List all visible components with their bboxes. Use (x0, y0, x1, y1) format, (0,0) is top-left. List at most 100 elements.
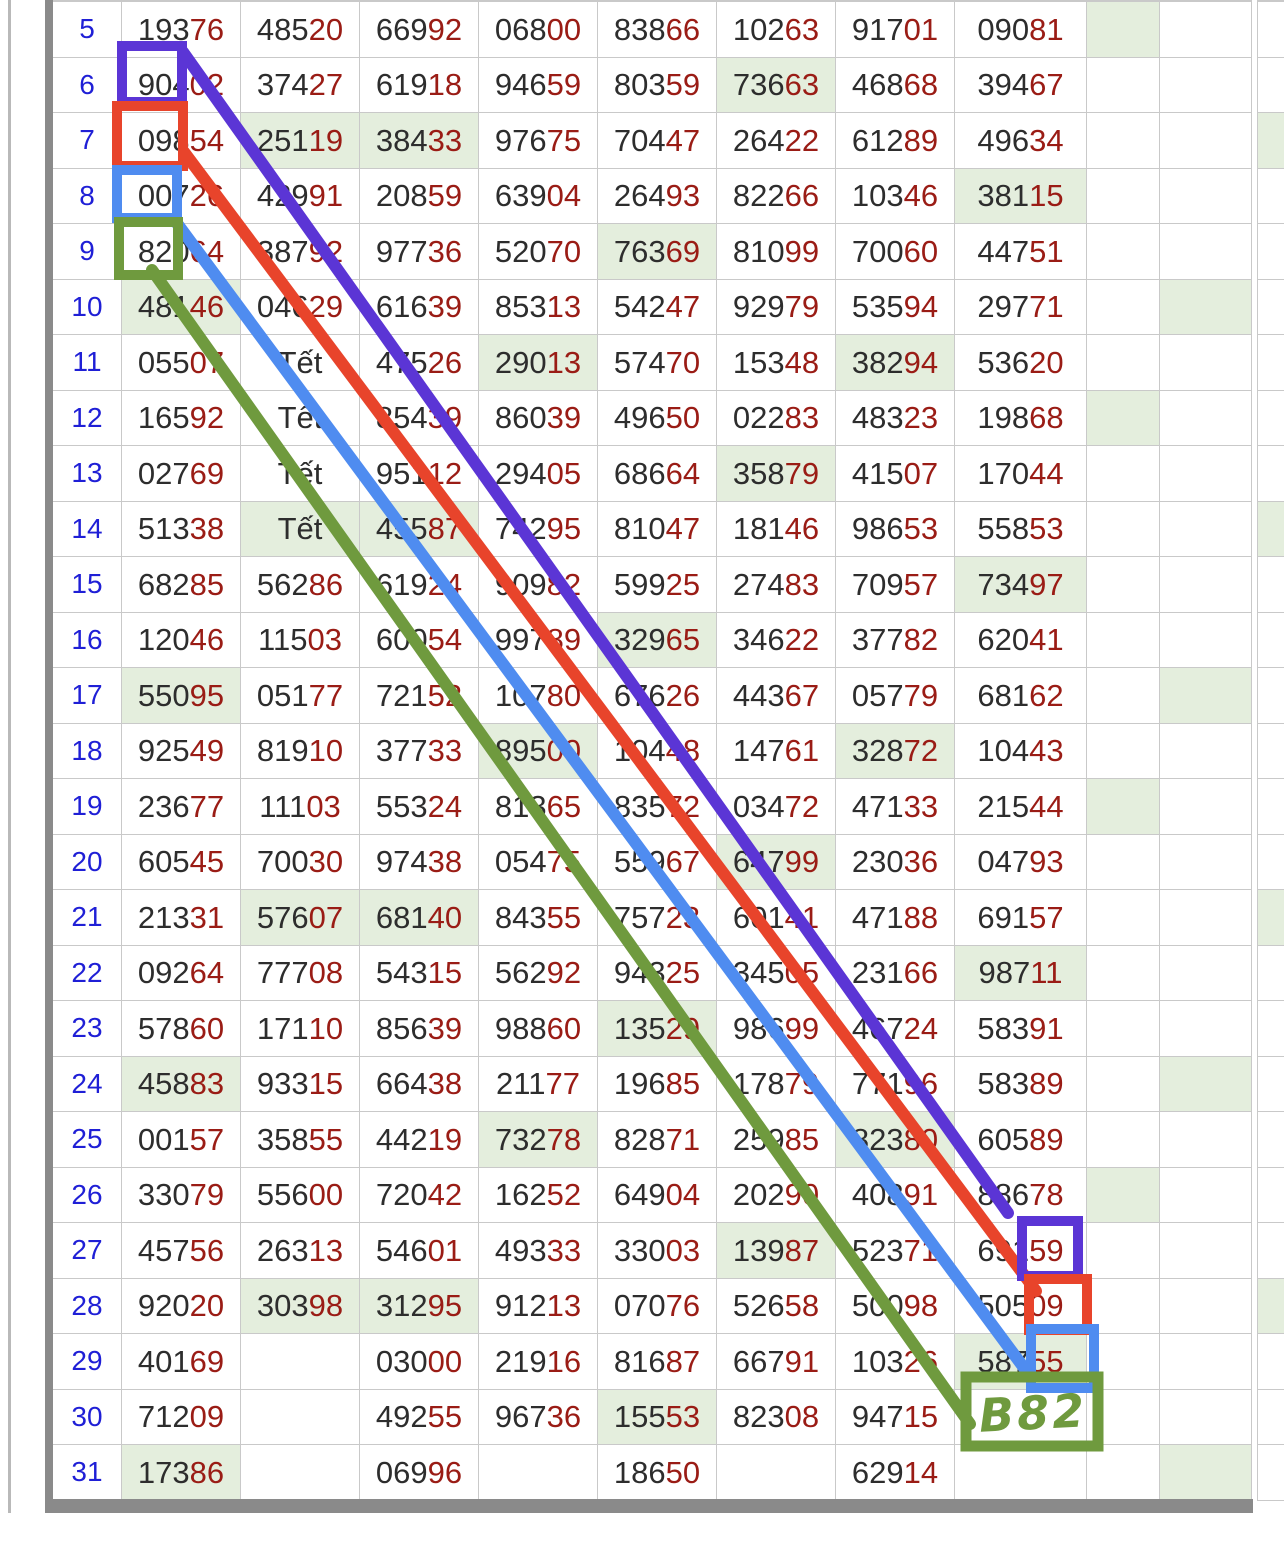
row-label-8: 8 (53, 168, 122, 224)
cell-r14-c6: 181 46 (717, 501, 836, 557)
tet-holiday-label: Tết (277, 344, 323, 380)
number-head: 912 (494, 1288, 547, 1324)
number-tail: 70 (546, 233, 582, 269)
number-tail: 03 (306, 788, 341, 824)
number-head: 816 (613, 1343, 666, 1379)
number-tail: 82 (903, 622, 939, 658)
cell-r21-c11 (1257, 890, 1284, 946)
cell-r22-c3: 543 15 (360, 945, 479, 1001)
number-tail: 08 (784, 1399, 820, 1435)
number-head: 297 (977, 289, 1030, 325)
cell-r20-c3: 974 38 (360, 834, 479, 890)
cell-r10-c7: 535 94 (836, 279, 955, 335)
number-head: 377 (851, 622, 904, 658)
number-tail: 66 (665, 11, 701, 47)
number-head: 526 (732, 1288, 785, 1324)
number-tail: 15 (903, 1399, 939, 1435)
number-tail: 24 (427, 566, 463, 602)
cell-r9-c11 (1257, 224, 1284, 280)
number-tail: 46 (189, 289, 225, 325)
cell-r19-c2: 111 03 (241, 779, 360, 835)
cell-r12-c9 (1087, 390, 1160, 446)
cell-r26-c5: 649 04 (598, 1167, 717, 1223)
number-head: 153 (732, 344, 785, 380)
number-head: 264 (613, 178, 666, 214)
cell-r15-c5: 599 25 (598, 557, 717, 613)
cell-r7-c10 (1160, 113, 1252, 169)
cell-r27-c10 (1160, 1223, 1252, 1279)
number-head: 967 (494, 1399, 547, 1435)
number-head: 377 (375, 733, 428, 769)
cell-r29-c3: 030 00 (360, 1334, 479, 1390)
cell-r26-c9 (1087, 1167, 1160, 1223)
cell-r28-c8: 505 09 (955, 1278, 1087, 1334)
number-head: 219 (494, 1343, 547, 1379)
cell-r30-c3: 492 55 (360, 1389, 479, 1445)
number-tail: 39 (427, 289, 463, 325)
number-tail: 85 (665, 1066, 701, 1102)
number-tail: 59 (665, 67, 701, 103)
cell-r13-c9 (1087, 446, 1160, 502)
cell-r11-c8: 536 20 (955, 335, 1087, 391)
row-label-16: 16 (53, 612, 122, 668)
cell-r22-c4: 562 92 (479, 945, 598, 1001)
cell-r15-c9 (1087, 557, 1160, 613)
number-tail: 66 (784, 178, 820, 214)
number-head: 587 (977, 1343, 1030, 1379)
number-head: 468 (851, 67, 904, 103)
number-head: 415 (851, 455, 904, 491)
number-head: 709 (851, 566, 904, 602)
number-tail: 54 (189, 122, 225, 158)
cell-r10-c6: 929 79 (717, 279, 836, 335)
cell-r17-c11 (1257, 668, 1284, 724)
number-tail: 47 (665, 511, 701, 547)
number-head: 619 (375, 566, 428, 602)
number-head: 384 (375, 122, 428, 158)
row-label-7: 7 (53, 113, 122, 169)
cell-r18-c7: 328 72 (836, 723, 955, 779)
cell-r18-c2: 819 10 (241, 723, 360, 779)
number-head: 771 (851, 1066, 904, 1102)
number-tail: 43 (1029, 733, 1064, 769)
cell-r21-c6: 601 41 (717, 890, 836, 946)
cell-r6-c5: 803 59 (598, 57, 717, 113)
number-head: 057 (851, 677, 904, 713)
row-label-12: 12 (53, 390, 122, 446)
number-tail: 44 (1029, 788, 1064, 824)
cell-r21-c1: 213 31 (122, 890, 241, 946)
cell-r6-c4: 946 59 (479, 57, 598, 113)
number-tail: 99 (784, 1010, 820, 1046)
number-tail: 72 (784, 788, 820, 824)
cell-r20-c2: 700 30 (241, 834, 360, 890)
cell-r10-c8: 297 71 (955, 279, 1087, 335)
number-head: 173 (137, 1454, 190, 1490)
cell-r24-c9 (1087, 1056, 1160, 1112)
cell-r15-c3: 619 24 (360, 557, 479, 613)
cell-r30-c10 (1160, 1389, 1252, 1445)
number-head: 734 (977, 566, 1030, 602)
number-tail: 78 (546, 1121, 582, 1157)
number-head: 147 (732, 733, 785, 769)
number-head: 030 (375, 1343, 428, 1379)
number-head: 429 (256, 178, 309, 214)
row-label-30: 30 (53, 1389, 122, 1445)
number-head: 920 (137, 1288, 190, 1324)
number-tail: 77 (189, 788, 225, 824)
number-head: 493 (494, 1232, 547, 1268)
number-head: 681 (977, 677, 1030, 713)
row-label-28: 28 (53, 1278, 122, 1334)
cell-r30-c6: 823 08 (717, 1389, 836, 1445)
row-label-5: 5 (53, 2, 122, 58)
cell-r27-c2: 263 13 (241, 1223, 360, 1279)
cell-r29-c11 (1257, 1334, 1284, 1390)
number-head: 505 (977, 1288, 1030, 1324)
cell-r27-c1: 457 56 (122, 1223, 241, 1279)
number-tail: 69 (665, 233, 701, 269)
cell-r23-c8: 583 91 (955, 1001, 1087, 1057)
cell-r11-c2: Tết (241, 335, 360, 391)
number-tail: 92 (546, 955, 582, 991)
cell-r15-c10 (1160, 557, 1252, 613)
number-head: 860 (494, 400, 547, 436)
cell-r5-c9 (1087, 2, 1160, 58)
number-head: 387 (256, 233, 309, 269)
